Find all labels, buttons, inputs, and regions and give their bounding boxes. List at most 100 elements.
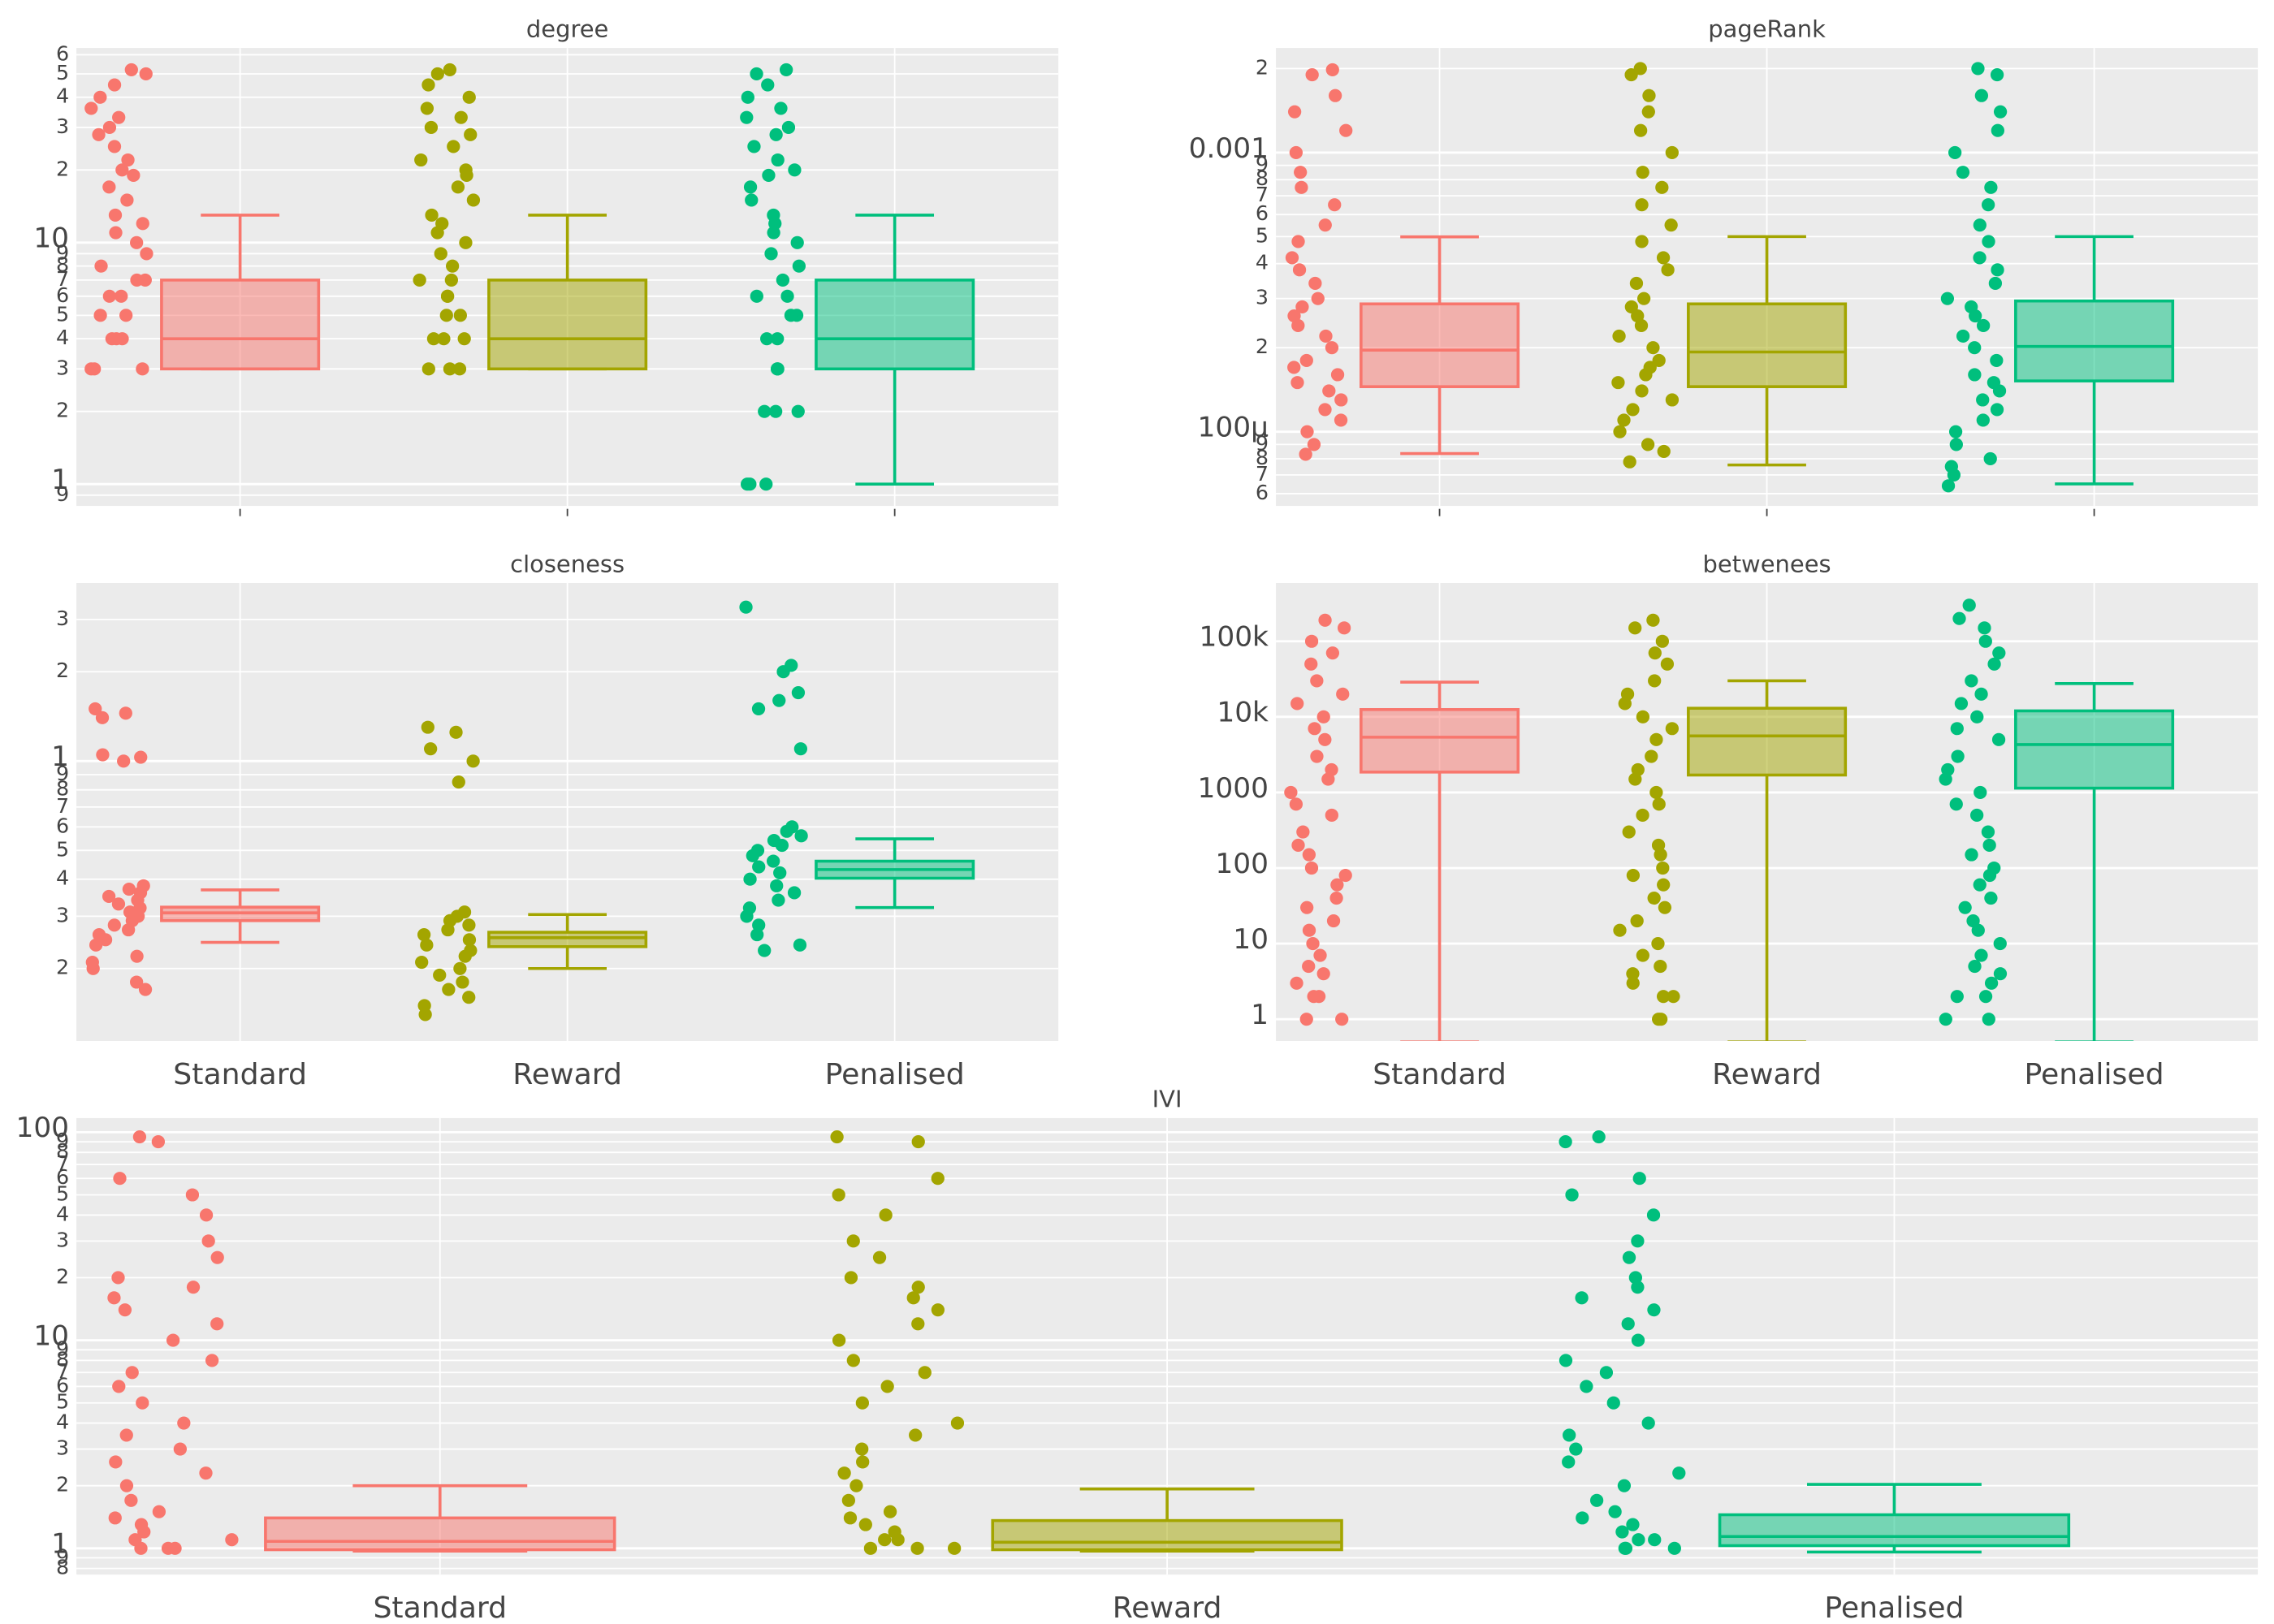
data-point <box>1636 710 1650 723</box>
data-point <box>445 259 460 273</box>
data-point <box>1325 63 1339 76</box>
data-point <box>125 1366 139 1380</box>
data-point <box>1968 341 1982 355</box>
data-point <box>437 332 451 346</box>
data-point <box>750 844 765 857</box>
data-point <box>128 1533 142 1547</box>
y-tick-label: 5 <box>56 61 69 84</box>
data-point <box>1626 868 1641 883</box>
data-point <box>1302 960 1316 974</box>
data-point <box>136 879 150 892</box>
y-tick-label: 9 <box>56 1129 69 1152</box>
x-tick-label: Standard <box>173 1058 307 1091</box>
data-point <box>745 193 759 207</box>
data-point <box>768 404 783 418</box>
data-point <box>186 1281 201 1294</box>
data-point <box>947 1541 962 1555</box>
y-tick-label: 8 <box>56 1139 69 1163</box>
data-point <box>1993 967 2008 981</box>
y-tick-label: 8 <box>56 777 69 801</box>
x-tick-label: Reward <box>512 1058 622 1091</box>
data-point <box>1941 762 1955 776</box>
data-point <box>1613 425 1627 438</box>
x-tick-label: Standard <box>1373 1058 1507 1091</box>
data-point <box>793 938 807 952</box>
data-point <box>85 955 99 970</box>
data-point <box>444 273 458 287</box>
data-point <box>113 1172 127 1186</box>
data-point <box>1626 967 1640 981</box>
y-tick-label: 4 <box>56 1410 69 1434</box>
data-point <box>1339 123 1353 137</box>
data-point <box>781 120 796 134</box>
data-point <box>742 901 757 915</box>
data-point <box>1311 292 1325 305</box>
data-point <box>119 309 133 322</box>
data-point <box>858 1518 872 1531</box>
data-point <box>785 820 799 834</box>
data-point <box>451 180 465 194</box>
data-point <box>1965 674 1978 688</box>
data-point <box>1633 123 1648 137</box>
data-point <box>102 289 116 303</box>
data-point <box>1292 263 1307 277</box>
data-point <box>138 983 153 996</box>
data-point <box>1649 732 1663 746</box>
data-point <box>1633 62 1647 76</box>
data-point <box>1290 697 1304 710</box>
data-point <box>435 217 449 231</box>
data-point <box>124 1493 138 1507</box>
data-point <box>832 1188 845 1202</box>
data-point <box>1990 68 2004 82</box>
data-point <box>1290 976 1303 990</box>
data-point <box>780 289 794 303</box>
data-point <box>1619 1541 1633 1555</box>
data-point <box>151 1135 166 1149</box>
data-point <box>1628 621 1642 635</box>
y-tick-label: 3 <box>56 607 69 630</box>
data-point <box>1334 413 1348 427</box>
data-point <box>850 1479 863 1492</box>
data-point <box>784 309 798 322</box>
data-point <box>1974 89 1989 102</box>
plot-area <box>84 48 975 507</box>
data-point <box>422 362 435 376</box>
data-point <box>1334 393 1348 407</box>
y-tick-label: 2 <box>56 1265 69 1289</box>
data-point <box>1330 368 1345 382</box>
data-point <box>89 702 102 715</box>
data-point <box>102 180 116 194</box>
data-point <box>1285 251 1299 265</box>
data-point <box>1657 444 1671 458</box>
data-point <box>1302 848 1316 862</box>
data-point <box>792 259 806 273</box>
box <box>815 279 975 371</box>
data-point <box>1973 218 1987 232</box>
data-point <box>1626 976 1640 990</box>
data-point <box>462 991 476 1004</box>
data-point <box>1982 1013 1995 1026</box>
data-point <box>747 140 761 153</box>
data-point <box>751 702 766 715</box>
data-point <box>420 938 434 952</box>
data-point <box>1991 263 2004 277</box>
y-tick-label: 6 <box>56 1374 69 1397</box>
y-tick-label: 8 <box>56 253 69 277</box>
data-point <box>1325 762 1338 776</box>
data-point <box>1987 861 2001 875</box>
y-tick-label: 6 <box>1256 481 1269 504</box>
data-point <box>1325 341 1339 355</box>
y-tick-label: 8 <box>1256 446 1269 469</box>
data-point <box>832 1333 846 1347</box>
y-tick-label: 4 <box>56 1202 69 1225</box>
data-point <box>424 120 439 134</box>
data-point <box>1665 393 1680 407</box>
data-point <box>1656 861 1670 875</box>
data-point <box>764 247 778 261</box>
y-tick-label: 1 <box>1251 999 1269 1031</box>
data-point <box>794 829 808 843</box>
data-point <box>1660 657 1675 671</box>
y-tick-label: 7 <box>1256 183 1269 206</box>
data-point <box>1656 990 1671 1004</box>
